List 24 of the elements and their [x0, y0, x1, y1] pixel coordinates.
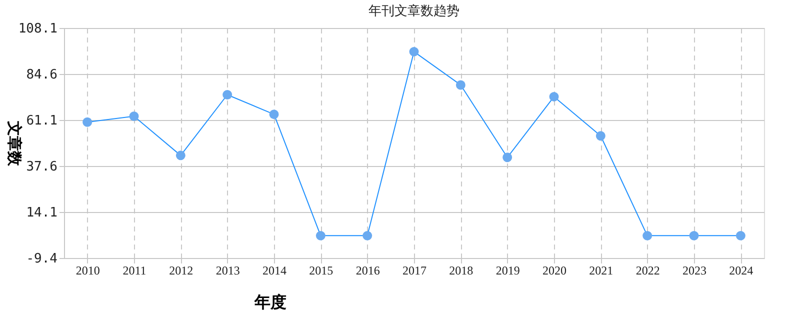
y-tick-label: 108.1 — [18, 22, 58, 36]
x-tick-label: 2013 — [216, 264, 240, 278]
x-tick-label: 2019 — [496, 264, 520, 278]
x-tick-label: 2024 — [729, 264, 754, 278]
x-tick-label: 2021 — [589, 264, 614, 278]
chart-title: 年刊文章数趋势 — [368, 4, 460, 19]
x-tick-label: 2023 — [682, 264, 706, 278]
y-tick-label: -9.4 — [26, 252, 58, 266]
x-tick-label: 2015 — [309, 264, 334, 278]
x-tick-label: 2011 — [122, 264, 146, 278]
x-tick-label: 2016 — [356, 264, 380, 278]
x-tick-label: 2018 — [449, 264, 474, 278]
y-tick-label: 14.1 — [26, 206, 58, 220]
y-tick-label: 37.6 — [26, 160, 58, 174]
x-tick-label: 2014 — [262, 264, 286, 278]
y-tick-label: 84.6 — [26, 68, 58, 82]
x-tick-label: 2022 — [636, 264, 660, 278]
x-tick-label: 2012 — [169, 264, 194, 278]
y-tick-label: 61.1 — [26, 114, 58, 128]
y-axis-title: 文章数 — [5, 120, 24, 167]
x-tick-label: 2010 — [76, 264, 100, 278]
x-axis-title: 年度 — [254, 292, 286, 312]
x-tick-label: 2020 — [542, 264, 566, 278]
x-tick-label: 2017 — [402, 264, 426, 278]
